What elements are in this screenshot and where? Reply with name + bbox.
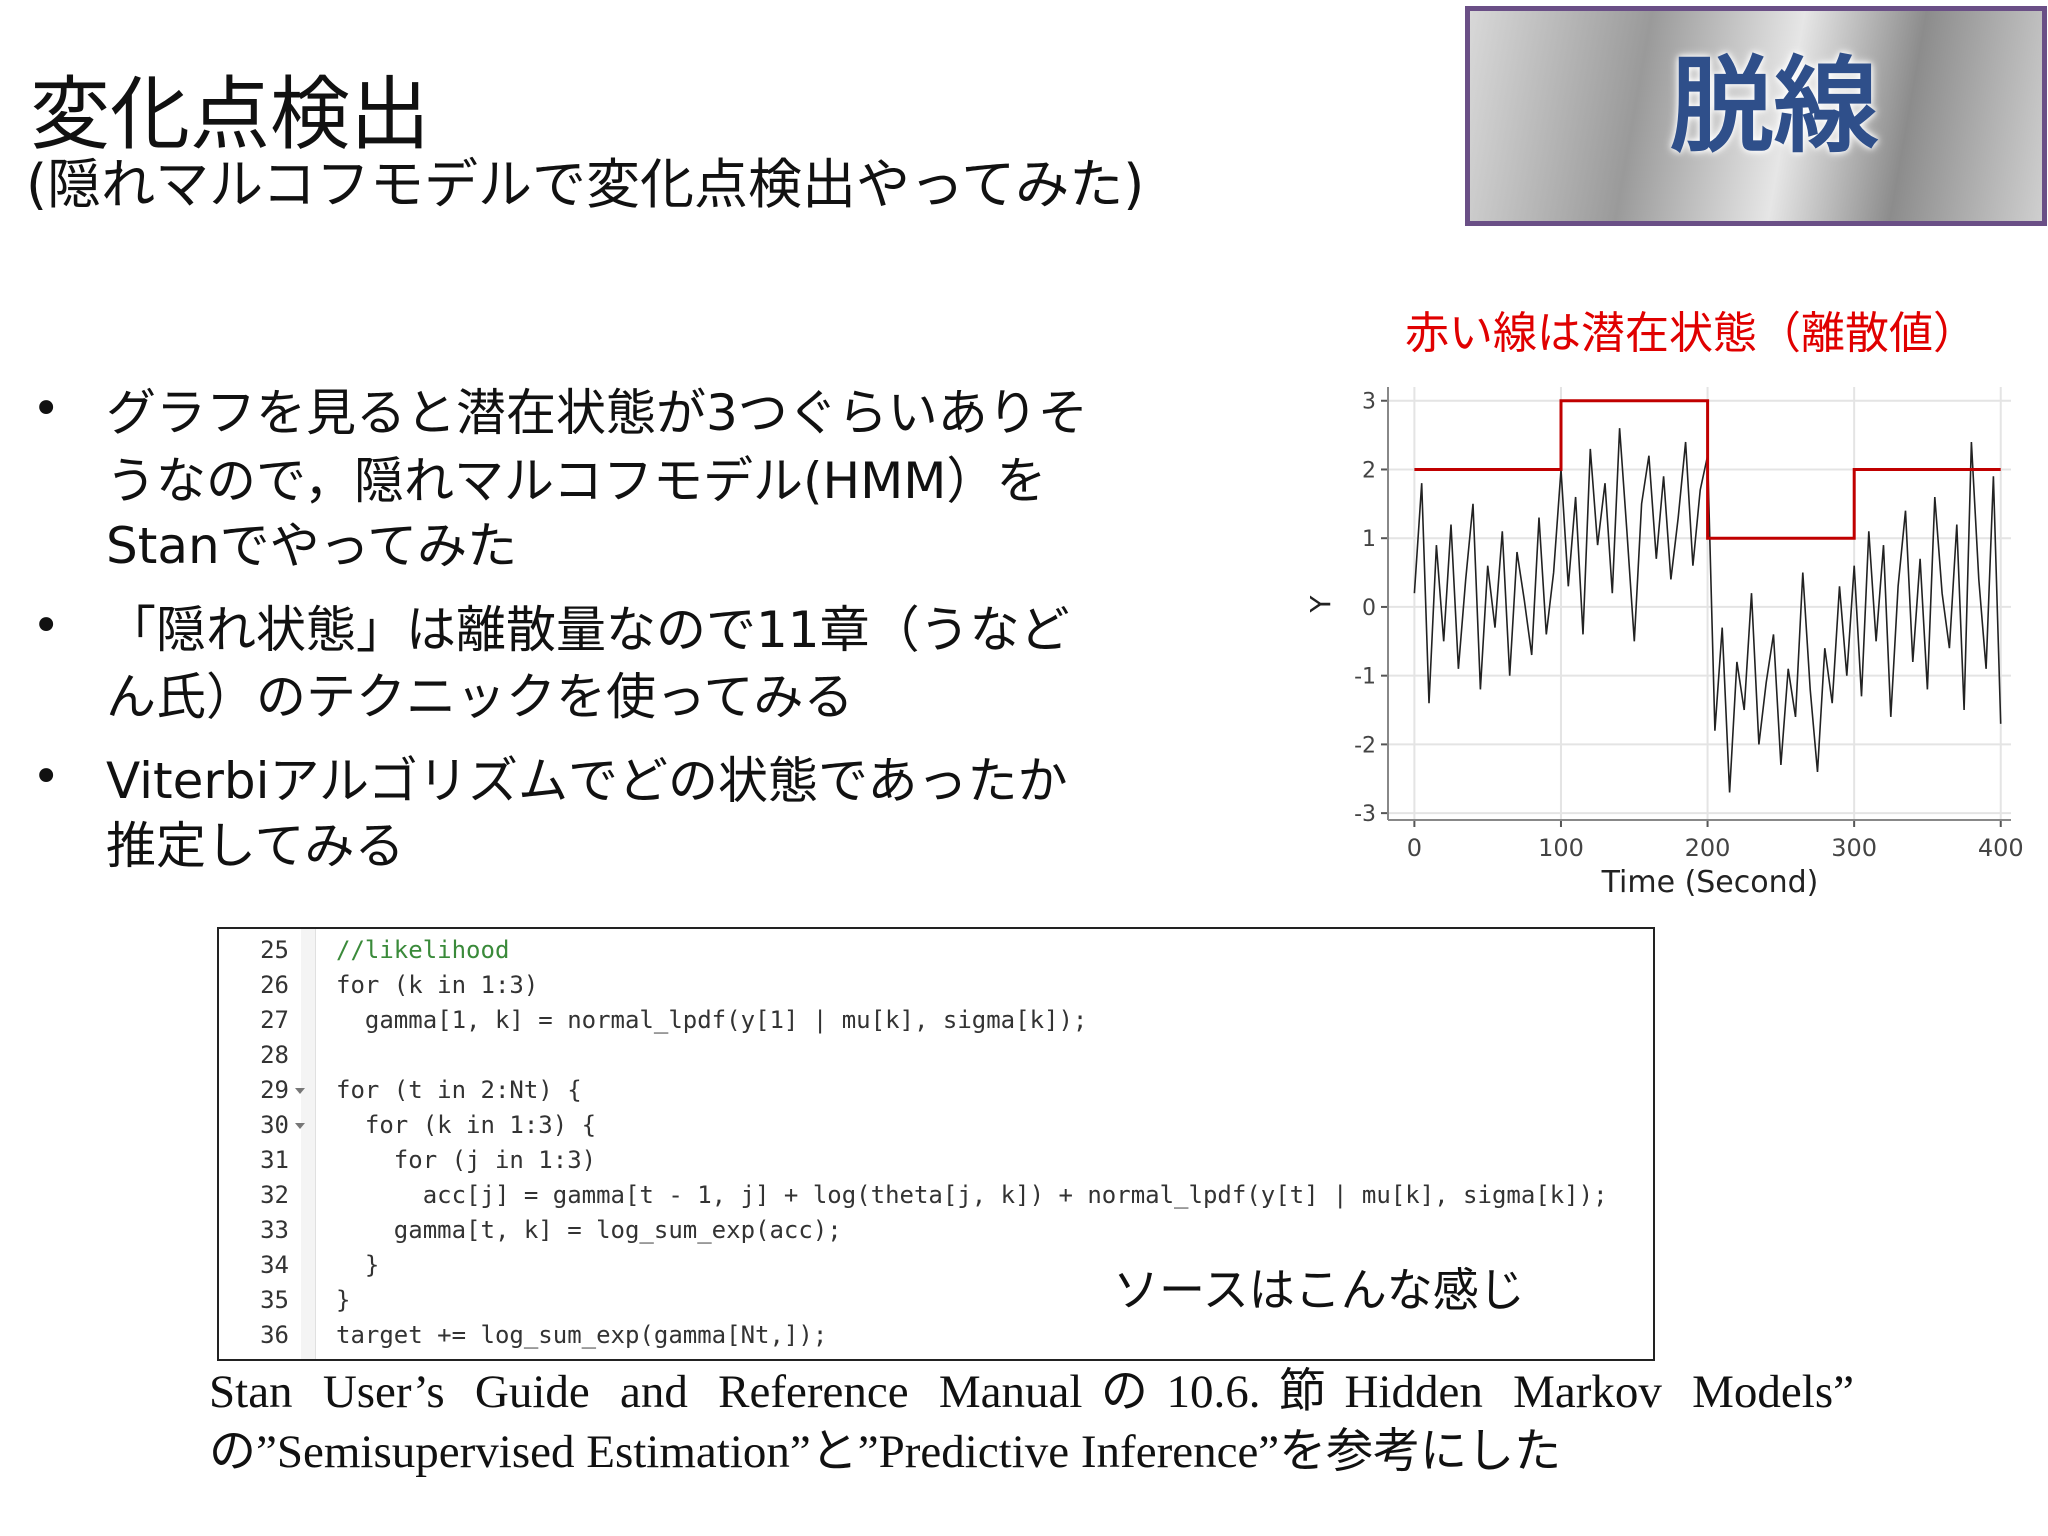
fold-arrow [295, 1088, 305, 1094]
bullet-text: グラフを見ると潜在状態が3つぐらいありそ [106, 384, 1088, 442]
code-line: 31 for (j in 1:3) [219, 1143, 1653, 1178]
code-line: 30 for (k in 1:3) { [219, 1108, 1653, 1143]
footer-line: の”Semisupervised Estimation”と”Predictive… [209, 1426, 1562, 1478]
code-line: 25 //likelihood [219, 933, 1653, 968]
line-number: 32 [260, 1181, 289, 1209]
code-line: 32 acc[j] = gamma[t - 1, j] + log(theta[… [219, 1178, 1653, 1213]
code-text: for (j in 1:3) [336, 1146, 597, 1174]
bullet-text: Stanでやってみた [106, 517, 518, 575]
code-line: 33 gamma[t, k] = log_sum_exp(acc); [219, 1213, 1653, 1248]
y-tick-label: -3 [1354, 802, 1376, 827]
line-number: 30 [260, 1111, 289, 1139]
bullet-marker: • [32, 598, 61, 654]
bullet-text: うなので，隠れマルコフモデル(HMM）を [106, 452, 1047, 510]
y-tick-label: -2 [1354, 733, 1376, 758]
x-tick-label: 200 [1685, 834, 1731, 862]
line-number: 35 [260, 1286, 289, 1314]
code-text: target += log_sum_exp(gamma[Nt,]); [336, 1321, 828, 1349]
line-number: 25 [260, 936, 289, 964]
banner-text: 脱線 [1670, 45, 1879, 167]
bullet-text: ん氏）のテクニックを使ってみる [106, 668, 854, 726]
code-line: 35} [219, 1283, 1653, 1318]
title: 変化点検出 [30, 68, 430, 161]
x-tick-label: 300 [1831, 834, 1877, 862]
bullet-text: 「隠れ状態」は離散量なので11章（うなど [106, 601, 1070, 659]
y-axis-label: Y [1304, 595, 1337, 614]
bullet-text: 推定してみる [106, 817, 405, 875]
gutter [301, 929, 316, 1359]
code-line: 26 for (k in 1:3) [219, 968, 1653, 1003]
x-tick-label: 400 [1978, 834, 2024, 862]
line-number: 27 [260, 1006, 289, 1034]
code-text: for (t in 2:Nt) { [336, 1076, 582, 1104]
fold-arrow [295, 1123, 305, 1129]
bullet-marker: • [32, 381, 61, 437]
y-tick-label: 1 [1362, 527, 1376, 552]
line-number: 36 [260, 1321, 289, 1349]
y-tick-label: -1 [1354, 665, 1376, 690]
banner: 脱線 [1465, 6, 2047, 226]
code-line: 36 target += log_sum_exp(gamma[Nt,]); [219, 1318, 1653, 1353]
line-number: 33 [260, 1216, 289, 1244]
chart: 赤い線は潜在状態（離散値） -3 -2 -1 0 1 2 3 0 100 200 300 400 Time… [1304, 308, 2024, 900]
code-line: 27 gamma[1, k] = normal_lpdf(y[1] | mu[k… [219, 1003, 1653, 1038]
footer-line: Stan User’s Guide and Reference Manualの1… [209, 1366, 1854, 1418]
chart-title: 赤い線は潜在状態（離散値） [1405, 308, 1977, 359]
subtitle: (隠れマルコフモデルで変化点検出やってみた) [26, 153, 1145, 216]
code-text: gamma[1, k] = normal_lpdf(y[1] | mu[k], … [336, 1006, 1088, 1034]
line-number: 28 [260, 1041, 289, 1069]
code-text: //likelihood [336, 936, 510, 964]
code-line: 28 [219, 1038, 1653, 1073]
series-line [1414, 399, 2001, 540]
code-line: 29 for (t in 2:Nt) { [219, 1073, 1653, 1108]
code-text: } [336, 1286, 351, 1314]
line-number: 31 [260, 1146, 289, 1174]
code-text: } [336, 1251, 380, 1279]
y-tick-label: 2 [1362, 458, 1376, 483]
code-line: 34 } [219, 1248, 1653, 1283]
code-note: ソースはこんな感じ [1113, 1263, 1525, 1317]
line-number: 26 [260, 971, 289, 999]
x-tick-label: 100 [1538, 834, 1584, 862]
x-axis-label: Time (Second) [1601, 865, 1819, 900]
y-tick-label: 0 [1362, 596, 1376, 621]
code-text: gamma[t, k] = log_sum_exp(acc); [336, 1216, 842, 1244]
code-text: acc[j] = gamma[t - 1, j] + log(theta[j, … [336, 1181, 1608, 1209]
line-number: 34 [260, 1251, 289, 1279]
y-tick-label: 3 [1362, 390, 1376, 415]
code-text: for (k in 1:3) { [336, 1111, 597, 1139]
bullet-text: Viterbiアルゴリズムでどの状態であったか [106, 752, 1068, 810]
x-tick-label: 0 [1407, 834, 1422, 862]
line-number: 29 [260, 1076, 289, 1104]
code-text: for (k in 1:3) [336, 971, 539, 999]
code-block: 25 //likelihood 26 for (k in 1:3) 27 gamma[1… [217, 927, 1655, 1361]
bullet-marker: • [32, 749, 61, 805]
